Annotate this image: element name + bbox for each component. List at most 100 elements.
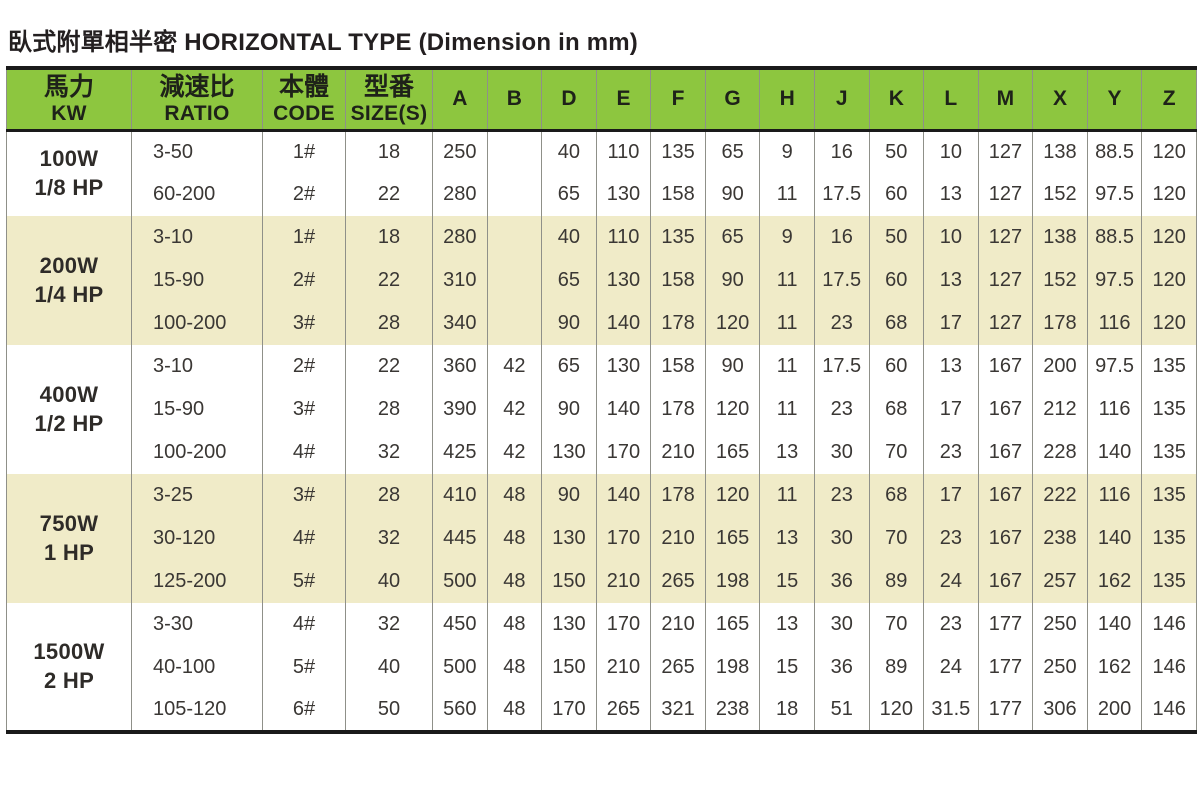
header-label-en: CODE xyxy=(273,102,335,126)
size-cell: 22 xyxy=(345,173,433,216)
dim-cell-x: 212 xyxy=(1032,388,1088,431)
dim-cell-g: 120 xyxy=(704,474,761,517)
dim-cell-y: 97.5 xyxy=(1086,259,1143,302)
code-cell: 6# xyxy=(262,689,346,732)
dim-cell-j: 36 xyxy=(813,560,870,603)
dim-cell-y: 88.5 xyxy=(1086,216,1143,259)
dim-cell-e: 140 xyxy=(595,302,652,345)
dim-cell-b: 48 xyxy=(486,646,543,689)
dim-cell-b xyxy=(486,216,543,259)
dimension-table: 馬力 KW 減速比 RATIO 本體 CODE 型番 SIZE(S) A B D E F G H J K L M X Y… xyxy=(6,66,1197,734)
dim-cell-a: 425 xyxy=(432,431,488,474)
dim-cell-f: 178 xyxy=(650,474,706,517)
dim-cell-y: 140 xyxy=(1086,431,1143,474)
dim-cell-g: 90 xyxy=(704,173,761,216)
ratio-cell: 100-200 xyxy=(131,302,263,345)
dim-cell-l: 10 xyxy=(923,216,979,259)
dim-cell-y: 140 xyxy=(1086,517,1143,560)
dim-cell-d: 130 xyxy=(541,603,597,646)
dim-cell-x: 200 xyxy=(1032,345,1088,388)
power-hp: 1/2 HP xyxy=(34,410,104,436)
dim-cell-z: 135 xyxy=(1141,345,1197,388)
table-row: 15-90 3# 28 390 42 90 140 178 120 11 23 68 17 167 212 1… xyxy=(7,388,1197,431)
dim-cell-a: 500 xyxy=(432,646,488,689)
dim-cell-l: 17 xyxy=(923,388,979,431)
dim-cell-z: 120 xyxy=(1141,302,1197,345)
size-cell: 32 xyxy=(345,603,433,646)
dim-cell-z: 120 xyxy=(1141,173,1197,216)
dim-cell-d: 170 xyxy=(541,689,597,732)
size-cell: 32 xyxy=(345,431,433,474)
code-cell: 4# xyxy=(262,431,346,474)
code-cell: 3# xyxy=(262,474,346,517)
table-row: 100W 1/8 HP 3-50 1# 18 250 40 110 135 65 9 16 50 10 12… xyxy=(6,130,1197,216)
dim-cell-k: 50 xyxy=(868,130,925,173)
power-cell: 200W 1/4 HP xyxy=(6,216,132,345)
dim-cell-g: 65 xyxy=(704,216,761,259)
dim-cell-y: 116 xyxy=(1086,302,1143,345)
dim-cell-l: 13 xyxy=(923,345,979,388)
dim-cell-h: 11 xyxy=(759,388,815,431)
dim-cell-e: 110 xyxy=(595,130,652,173)
dim-cell-g: 90 xyxy=(704,345,761,388)
dim-cell-f: 210 xyxy=(650,517,706,560)
size-cell: 18 xyxy=(345,216,433,259)
dim-cell-h: 13 xyxy=(759,603,815,646)
ratio-cell: 60-200 xyxy=(131,173,263,216)
dim-cell-e: 140 xyxy=(595,388,652,431)
code-cell: 2# xyxy=(262,259,346,302)
code-cell: 5# xyxy=(262,560,346,603)
dim-cell-j: 51 xyxy=(813,689,870,732)
dim-cell-j: 30 xyxy=(813,603,870,646)
dim-cell-x: 306 xyxy=(1032,689,1088,732)
dim-cell-h: 18 xyxy=(759,689,815,732)
dim-cell-h: 9 xyxy=(759,216,815,259)
dim-cell-d: 40 xyxy=(541,130,597,173)
power-cell: 400W 1/2 HP xyxy=(6,345,132,474)
table-body: 100W 1/8 HP 3-50 1# 18 250 40 110 135 65 9 16 50 10 12… xyxy=(6,130,1197,732)
dim-cell-g: 198 xyxy=(704,646,761,689)
header-cell-ratio: 減速比 RATIO xyxy=(131,68,263,130)
dim-cell-x: 238 xyxy=(1032,517,1088,560)
table-row: 400W 1/2 HP 3-10 2# 22 360 42 65 130 158 90 11 17.5 6… xyxy=(6,345,1197,474)
dim-cell-g: 90 xyxy=(704,259,761,302)
ratio-cell: 3-25 xyxy=(131,474,263,517)
header-label-en: KW xyxy=(51,102,87,126)
header-label-zh: 減速比 xyxy=(159,73,235,102)
dim-cell-y: 162 xyxy=(1086,560,1143,603)
dim-cell-a: 310 xyxy=(432,259,488,302)
dim-cell-e: 140 xyxy=(595,474,652,517)
dim-cell-k: 68 xyxy=(868,388,925,431)
power-hp: 1/4 HP xyxy=(34,281,104,307)
dim-cell-e: 210 xyxy=(595,646,652,689)
dim-cell-j: 23 xyxy=(813,474,870,517)
dim-cell-m: 177 xyxy=(977,689,1034,732)
dim-cell-y: 88.5 xyxy=(1086,130,1143,173)
dim-cell-k: 89 xyxy=(868,646,925,689)
dim-cell-e: 170 xyxy=(595,603,652,646)
dim-cell-z: 135 xyxy=(1141,431,1197,474)
header-label-zh: 型番 xyxy=(363,73,414,102)
dim-cell-k: 120 xyxy=(868,689,925,732)
dim-cell-b xyxy=(486,130,543,173)
dim-cell-y: 116 xyxy=(1086,388,1143,431)
code-cell: 3# xyxy=(262,302,346,345)
dim-cell-k: 60 xyxy=(868,259,925,302)
dim-cell-m: 167 xyxy=(977,474,1034,517)
dim-cell-j: 30 xyxy=(813,517,870,560)
dim-cell-g: 165 xyxy=(704,431,761,474)
dim-cell-z: 135 xyxy=(1141,560,1197,603)
dim-cell-e: 210 xyxy=(595,560,652,603)
dim-cell-b: 48 xyxy=(486,474,543,517)
dim-cell-y: 162 xyxy=(1086,646,1143,689)
power-cell: 750W 1 HP xyxy=(6,474,132,603)
dim-cell-k: 70 xyxy=(868,431,925,474)
dim-cell-x: 138 xyxy=(1032,216,1088,259)
dim-cell-d: 90 xyxy=(541,302,597,345)
dim-cell-b xyxy=(486,259,543,302)
power-watts: 100W xyxy=(39,146,99,172)
dim-cell-a: 410 xyxy=(432,474,488,517)
power-watts: 200W xyxy=(39,252,99,278)
header-cell-dim-l: L xyxy=(923,68,979,130)
dim-cell-a: 360 xyxy=(432,345,488,388)
